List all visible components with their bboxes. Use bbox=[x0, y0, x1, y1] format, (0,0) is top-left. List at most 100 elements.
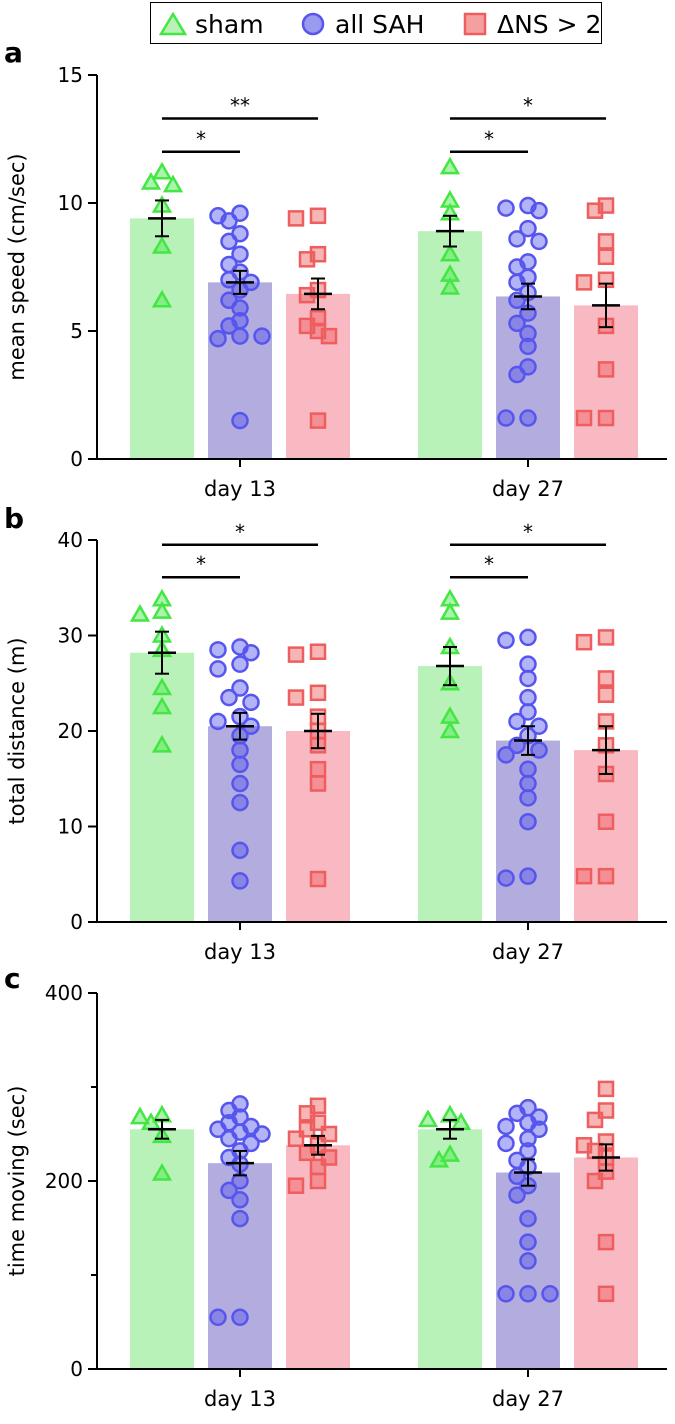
data-point-p0-c0-s1-15 bbox=[231, 327, 249, 345]
significance-label-p1-2: * bbox=[484, 552, 494, 576]
data-point-p1-c0-s1-12 bbox=[231, 741, 249, 759]
data-point-p2-c0-s1-16 bbox=[231, 1209, 249, 1228]
data-point-p2-c1-s0-4 bbox=[428, 1149, 450, 1168]
data-point-p1-c0-s1-6 bbox=[220, 688, 238, 707]
legend: sham all SAH ΔNS > 2 bbox=[150, 2, 602, 44]
y-tick-label-p0-1: 5 bbox=[70, 319, 83, 343]
square-marker-icon bbox=[463, 12, 487, 36]
data-point-p0-c0-s2-0 bbox=[309, 207, 327, 225]
data-point-p1-c1-s2-1 bbox=[575, 633, 593, 651]
data-point-p1-c1-s2-7 bbox=[597, 813, 615, 830]
data-point-p0-c0-s2-5 bbox=[298, 286, 316, 304]
data-point-p1-c0-s1-5 bbox=[231, 679, 249, 697]
data-point-p0-c1-s1-19 bbox=[497, 409, 515, 427]
data-point-p1-c1-s1-17 bbox=[497, 869, 515, 887]
bar-p2-c0-s2 bbox=[286, 1145, 350, 1369]
data-point-p1-c0-s2-3 bbox=[287, 689, 305, 706]
data-point-p1-c0-s2-0 bbox=[309, 643, 327, 660]
significance-label-p0-1: ** bbox=[230, 94, 250, 118]
data-point-p1-c1-s2-0 bbox=[597, 629, 615, 646]
bar-p1-c1-s0 bbox=[418, 666, 482, 922]
y-tick-label-p0-0: 0 bbox=[70, 447, 83, 471]
significance-label-p1-0: * bbox=[196, 552, 206, 576]
data-point-p0-c0-s0-5 bbox=[151, 289, 173, 308]
x-tick-label-p2-0: day 13 bbox=[204, 1387, 276, 1411]
data-point-p2-c1-s2-8 bbox=[586, 1172, 604, 1190]
data-point-p1-c0-s1-15 bbox=[231, 793, 249, 812]
data-point-p2-c1-s0-1 bbox=[417, 1109, 439, 1128]
data-point-p1-c0-s0-1 bbox=[151, 601, 173, 619]
data-point-p2-c1-s2-0 bbox=[597, 1080, 615, 1098]
x-tick-label-p0-1: day 27 bbox=[492, 477, 564, 501]
data-point-p0-c0-s0-4 bbox=[151, 236, 173, 254]
data-point-p0-c1-s1-18 bbox=[519, 409, 537, 427]
data-point-p0-c1-s1-13 bbox=[508, 314, 526, 333]
data-point-p2-c1-s2-10 bbox=[597, 1285, 615, 1303]
triangle-marker-icon bbox=[159, 11, 187, 36]
data-point-p0-c1-s2-2 bbox=[597, 233, 615, 250]
data-point-p2-c0-s2-7 bbox=[298, 1144, 316, 1162]
data-point-p1-c1-s2-2 bbox=[597, 670, 615, 687]
data-point-p1-c0-s2-7 bbox=[309, 760, 327, 778]
data-point-p2-c1-s1-1 bbox=[508, 1104, 526, 1123]
data-point-p2-c1-s1-19 bbox=[541, 1285, 559, 1303]
y-tick-label-p1-1: 10 bbox=[58, 815, 83, 839]
data-point-p1-c1-s1-15 bbox=[519, 812, 537, 831]
data-point-p1-c1-s0-1 bbox=[439, 602, 461, 620]
data-point-p0-c0-s0-1 bbox=[140, 172, 162, 190]
data-point-p1-c1-s1-2 bbox=[519, 655, 537, 673]
data-point-p2-c0-s2-11 bbox=[287, 1177, 305, 1194]
significance-label-p1-1: * bbox=[235, 520, 245, 544]
y-tick-label-p1-4: 40 bbox=[58, 528, 83, 552]
legend-label-sham: sham bbox=[195, 9, 264, 39]
data-point-p1-c0-s0-7 bbox=[151, 734, 173, 753]
data-point-p0-c0-s1-12 bbox=[231, 299, 249, 317]
data-point-p0-c0-s2-9 bbox=[320, 327, 338, 345]
data-point-p2-c1-s1-4 bbox=[497, 1117, 515, 1136]
data-point-p2-c0-s1-15 bbox=[231, 1191, 249, 1209]
data-point-p1-c0-s0-5 bbox=[151, 677, 173, 696]
data-point-p0-c1-s1-3 bbox=[519, 219, 537, 238]
data-point-p0-c0-s2-1 bbox=[287, 210, 305, 227]
y-axis-label-p0: mean speed (cm/sec) bbox=[5, 153, 29, 380]
x-tick-label-p1-1: day 27 bbox=[492, 940, 564, 964]
bar-p0-c0-s1 bbox=[208, 282, 272, 459]
data-point-p1-c1-s1-14 bbox=[519, 789, 537, 807]
data-point-p0-c0-s1-5 bbox=[231, 245, 249, 263]
legend-label-ns: ΔNS > 2 bbox=[497, 9, 602, 39]
y-tick-label-p1-2: 20 bbox=[58, 719, 83, 743]
legend-label-all-sah: all SAH bbox=[335, 9, 425, 39]
y-tick-label-p2-2: 400 bbox=[45, 981, 83, 1005]
data-point-p2-c0-s2-9 bbox=[309, 1158, 327, 1176]
y-tick-label-p1-0: 0 bbox=[70, 910, 83, 934]
data-point-p0-c0-s1-4 bbox=[220, 232, 238, 251]
data-point-p1-c1-s1-10 bbox=[530, 741, 548, 759]
data-point-p1-c0-s1-16 bbox=[231, 841, 249, 860]
y-tick-label-p2-0: 0 bbox=[70, 1357, 83, 1381]
bar-p1-c0-s2 bbox=[286, 731, 350, 922]
legend-item-all-sah: all SAH bbox=[299, 7, 424, 41]
panel-label-c: c bbox=[4, 962, 21, 995]
data-point-p0-c1-s0-0 bbox=[439, 156, 461, 175]
data-point-p0-c0-s2-3 bbox=[298, 251, 316, 268]
x-tick-label-p2-1: day 27 bbox=[492, 1387, 564, 1411]
data-point-p1-c1-s1-4 bbox=[519, 688, 537, 707]
legend-item-ns: ΔNS > 2 bbox=[461, 7, 601, 41]
bar-p2-c1-s1 bbox=[496, 1172, 560, 1369]
data-point-p2-c0-s0-1 bbox=[129, 1106, 151, 1125]
data-point-p2-c0-s2-10 bbox=[309, 1172, 327, 1190]
data-point-p2-c1-s1-13 bbox=[508, 1186, 526, 1204]
data-point-p0-c1-s1-14 bbox=[519, 324, 537, 343]
data-point-p1-c0-s1-14 bbox=[231, 774, 249, 793]
y-tick-label-p2-1: 200 bbox=[45, 1169, 83, 1193]
data-point-p1-c1-s1-12 bbox=[519, 760, 537, 778]
data-point-p2-c1-s1-7 bbox=[497, 1134, 515, 1153]
data-point-p2-c1-s2-2 bbox=[586, 1111, 604, 1129]
data-point-p1-c1-s1-16 bbox=[519, 867, 537, 885]
data-point-p1-c1-s1-6 bbox=[508, 712, 526, 731]
bar-p1-c1-s2 bbox=[574, 750, 638, 922]
significance-label-p0-3: * bbox=[523, 94, 533, 118]
data-point-p2-c1-s2-9 bbox=[597, 1233, 615, 1251]
data-point-p1-c1-s1-0 bbox=[519, 628, 537, 647]
data-point-p0-c1-s0-3 bbox=[439, 243, 461, 262]
